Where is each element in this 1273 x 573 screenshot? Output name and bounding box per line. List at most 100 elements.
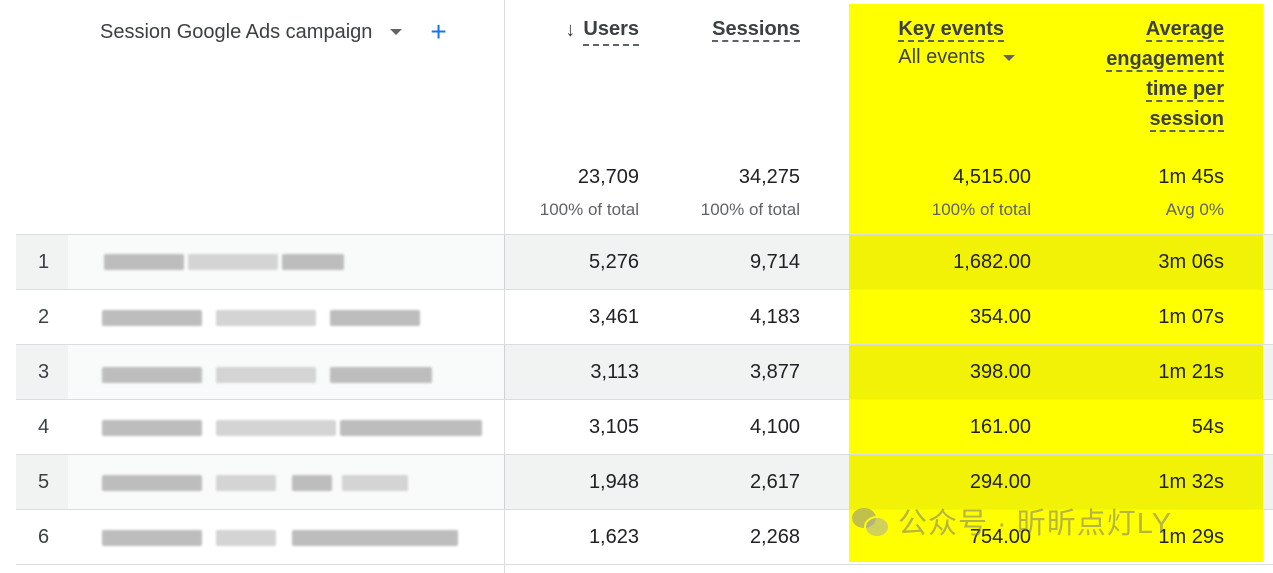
sessions-header-label[interactable]: Sessions: [712, 18, 800, 42]
table-row[interactable]: 5 1,948 2,617 294.00 1m 32s: [16, 455, 1273, 510]
key-events-cell: 754.00: [969, 526, 1031, 548]
highlight-region: [849, 4, 1263, 562]
row-divider: [16, 509, 1273, 510]
row-index: 1: [38, 251, 50, 273]
campaign-name-redacted[interactable]: [68, 455, 504, 510]
sessions-cell: 9,714: [749, 251, 800, 273]
avg-engagement-column-header[interactable]: Average engagement time per session: [1064, 14, 1224, 134]
campaign-name-redacted[interactable]: [68, 345, 504, 400]
key-events-total: 4,515.00: [953, 166, 1031, 188]
redacted-text: [216, 367, 316, 383]
avg-engagement-total-pct: Avg 0%: [1165, 200, 1224, 219]
campaign-name-redacted[interactable]: [68, 290, 504, 345]
redacted-text: [342, 475, 408, 491]
table-row[interactable]: 2 3,461 4,183 354.00 1m 07s: [16, 290, 1273, 345]
redacted-text: [102, 530, 202, 546]
users-total: 23,709: [577, 166, 639, 188]
key-events-column-header[interactable]: Key events: [898, 14, 1004, 44]
avg-header-line4[interactable]: session: [1149, 108, 1224, 132]
watermark: 公众号 · 昕昕点灯LY: [852, 500, 1172, 542]
campaign-name-redacted[interactable]: [68, 235, 504, 290]
table-row[interactable]: 4 3,105 4,100 161.00 54s: [16, 400, 1273, 455]
key-events-cell: 354.00: [969, 306, 1031, 328]
avg-engagement-cell: 3m 06s: [1158, 251, 1224, 273]
key-events-cell: 398.00: [969, 361, 1031, 383]
table-row[interactable]: 1 5,276 9,714 1,682.00 3m 06s: [16, 235, 1273, 290]
redacted-text: [216, 530, 276, 546]
row-index: 5: [38, 471, 50, 493]
users-cell: 1,623: [588, 526, 639, 548]
dimension-header[interactable]: Session Google Ads campaign +: [100, 18, 447, 46]
redacted-text: [292, 475, 332, 491]
row-divider: [16, 344, 1273, 345]
row-divider: [16, 454, 1273, 455]
key-events-cell: 294.00: [969, 471, 1031, 493]
row-divider: [16, 399, 1273, 400]
chevron-down-icon[interactable]: [390, 29, 403, 35]
add-dimension-button[interactable]: +: [430, 16, 447, 47]
key-events-cell: 161.00: [969, 416, 1031, 438]
users-cell: 3,461: [588, 306, 639, 328]
redacted-text: [282, 254, 344, 270]
column-divider: [504, 0, 505, 573]
key-events-header-label[interactable]: Key events: [898, 18, 1004, 42]
row-index: 4: [38, 416, 50, 438]
redacted-text: [102, 475, 202, 491]
redacted-text: [292, 530, 458, 546]
users-cell: 5,276: [588, 251, 639, 273]
table-row[interactable]: 6 1,623 2,268 754.00 1m 29s: [16, 510, 1273, 565]
users-header-label[interactable]: Users: [583, 14, 639, 46]
dimension-label[interactable]: Session Google Ads campaign: [100, 20, 373, 43]
campaign-name-redacted[interactable]: [68, 400, 504, 455]
chevron-down-icon[interactable]: [1003, 54, 1015, 61]
users-cell: 3,113: [590, 361, 639, 383]
avg-engagement-cell: 54s: [1191, 416, 1224, 438]
users-cell: 1,948: [588, 471, 639, 493]
sessions-cell: 3,877: [749, 361, 800, 383]
sessions-total: 34,275: [738, 166, 800, 188]
avg-engagement-cell: 1m 29s: [1158, 526, 1224, 548]
redacted-text: [216, 420, 336, 436]
sessions-cell: 4,183: [749, 306, 800, 328]
redacted-text: [102, 367, 202, 383]
wechat-icon: [852, 506, 890, 538]
watermark-text: 公众号 · 昕昕点灯LY: [898, 508, 1173, 540]
table-row[interactable]: 3 3,113 3,877 398.00 1m 21s: [16, 345, 1273, 400]
sessions-column-header[interactable]: Sessions: [712, 14, 800, 44]
row-index: 6: [38, 526, 50, 548]
row-divider: [16, 289, 1273, 290]
redacted-text: [102, 420, 202, 436]
sessions-cell: 2,268: [749, 526, 800, 548]
redacted-text: [104, 254, 184, 270]
campaign-name-redacted[interactable]: [68, 510, 504, 565]
row-index: 2: [38, 306, 50, 328]
redacted-text: [216, 310, 316, 326]
sessions-cell: 2,617: [749, 471, 800, 493]
key-events-filter-dropdown[interactable]: All events: [898, 46, 1015, 69]
redacted-text: [102, 310, 202, 326]
avg-header-line2[interactable]: engagement: [1106, 48, 1224, 72]
row-divider: [16, 564, 1273, 565]
avg-header-line1[interactable]: Average: [1145, 18, 1224, 42]
users-column-header[interactable]: ↓ Users: [565, 14, 639, 46]
redacted-text: [330, 310, 420, 326]
avg-header-line3[interactable]: time per: [1146, 78, 1224, 102]
redacted-text: [216, 475, 276, 491]
avg-engagement-cell: 1m 21s: [1158, 361, 1224, 383]
key-events-filter-label[interactable]: All events: [898, 46, 985, 68]
header-divider: [16, 234, 1273, 235]
redacted-text: [188, 254, 278, 270]
redacted-text: [330, 367, 432, 383]
key-events-cell: 1,682.00: [953, 251, 1031, 273]
sessions-total-pct: 100% of total: [700, 200, 800, 219]
avg-engagement-cell: 1m 32s: [1158, 471, 1224, 493]
row-index: 3: [38, 361, 50, 383]
avg-engagement-cell: 1m 07s: [1158, 306, 1224, 328]
redacted-text: [340, 420, 482, 436]
users-total-pct: 100% of total: [539, 200, 639, 219]
sort-arrow-down-icon: ↓: [565, 19, 576, 41]
key-events-total-pct: 100% of total: [931, 200, 1031, 219]
avg-engagement-total: 1m 45s: [1158, 166, 1224, 188]
sessions-cell: 4,100: [749, 416, 800, 438]
users-cell: 3,105: [588, 416, 639, 438]
